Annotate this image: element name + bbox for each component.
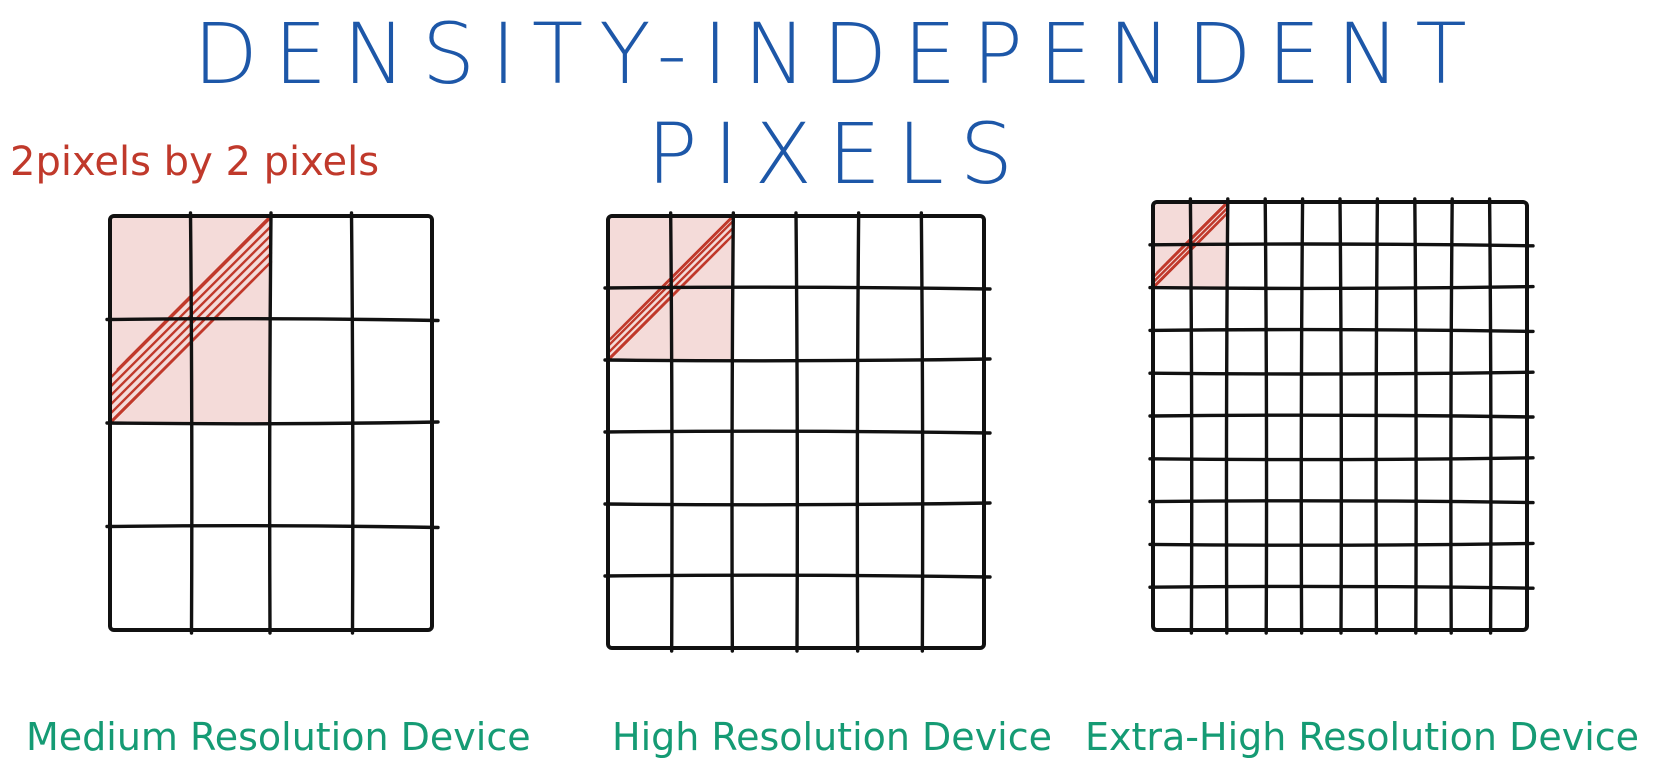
grid-line-vertical bbox=[1487, 197, 1493, 635]
grid-line-horizontal bbox=[1148, 456, 1535, 462]
grid-line-horizontal bbox=[1148, 584, 1535, 590]
grid-line-horizontal bbox=[105, 524, 440, 530]
device-label-medium: Medium Resolution Device bbox=[26, 715, 531, 759]
highlight-note: 2pixels by 2 pixels bbox=[10, 139, 380, 185]
grid-medium-resolution bbox=[105, 211, 440, 635]
page-title: DENSITY-INDEPENDENT PIXELS bbox=[193, 5, 1483, 203]
grid-line-vertical bbox=[855, 211, 861, 653]
grid-line-horizontal bbox=[105, 317, 440, 323]
grid-extra-high-resolution bbox=[1148, 197, 1535, 635]
grid-line-horizontal bbox=[1148, 413, 1535, 419]
grid-line-vertical bbox=[349, 211, 355, 635]
grid-line-vertical bbox=[1449, 197, 1454, 635]
grid-line-vertical bbox=[1413, 197, 1418, 635]
device-label-extra-high: Extra-High Resolution Device bbox=[1085, 715, 1640, 759]
grid-line-horizontal bbox=[1148, 499, 1535, 505]
grid-line-horizontal bbox=[1148, 541, 1535, 547]
grid-line-horizontal bbox=[603, 501, 992, 507]
grid-line-vertical bbox=[919, 211, 925, 653]
grid-high-resolution bbox=[603, 211, 992, 653]
device-label-high: High Resolution Device bbox=[612, 715, 1053, 759]
grid-line-vertical bbox=[1374, 197, 1380, 635]
grid-line-horizontal bbox=[603, 573, 992, 579]
grid-line-horizontal bbox=[105, 420, 440, 426]
grid-line-horizontal bbox=[603, 429, 992, 435]
